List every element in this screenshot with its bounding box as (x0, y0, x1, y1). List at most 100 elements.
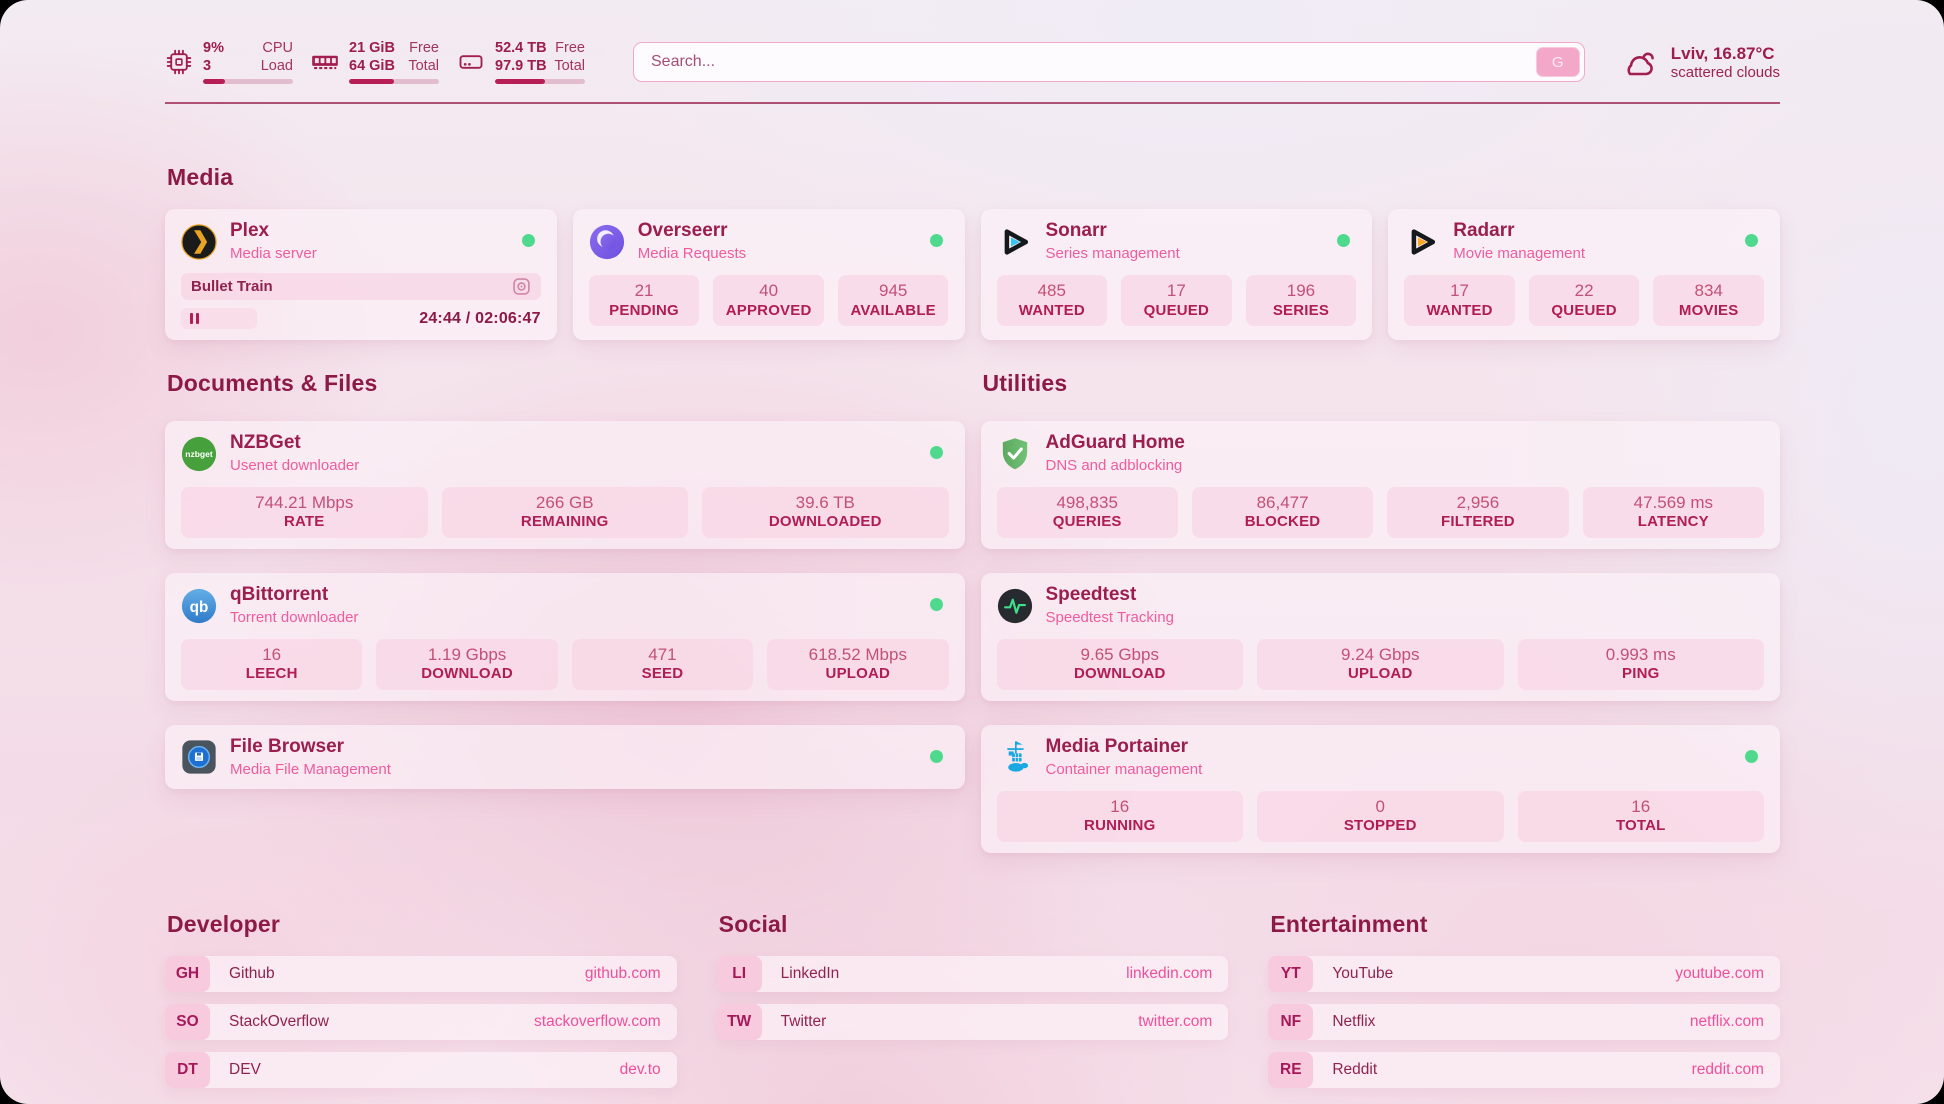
memory-widget: 21 GiB 64 GiB Free Total (311, 40, 439, 85)
app-subtitle: DNS and adblocking (1045, 457, 1183, 475)
disk-free-label: Free (555, 40, 585, 56)
search-input[interactable] (633, 42, 1585, 83)
filebrowser-icon (182, 740, 216, 775)
stat-label: RATE (283, 513, 325, 531)
bookmark-url: twitter.com (1138, 1012, 1213, 1030)
stat-latency: 47.569 ms LATENCY (1582, 487, 1764, 539)
bookmark-twitter[interactable]: TW Twitter twitter.com (716, 1003, 1229, 1040)
topbar-divider (165, 102, 1780, 105)
stat-download: 9.65 Gbps DOWNLOAD (996, 639, 1243, 691)
plex-card[interactable]: Plex Media server Bullet Train (165, 209, 557, 341)
topbar: 9% 3 CPU Load (165, 40, 1780, 85)
stat-running: 16 RUNNING (996, 790, 1243, 842)
bookmark-name: StackOverflow (229, 1012, 329, 1030)
disk-widget: 52.4 TB 97.9 TB Free Total (457, 40, 585, 85)
bookmark-stackoverflow[interactable]: SO StackOverflow stackoverflow.com (165, 1003, 677, 1040)
app-title: qBittorrent (230, 584, 329, 606)
nzbget-icon: nzbget (181, 436, 217, 471)
speedtest-icon (997, 588, 1032, 623)
radarr-card[interactable]: Radarr Movie management 17 WANTED 22 QUE… (1388, 209, 1780, 341)
stat-value: 266 GB (535, 493, 594, 513)
bookmark-name: DEV (229, 1060, 261, 1078)
plex-icon (181, 224, 217, 260)
qbittorrent-card[interactable]: qb qBittorrent Torrent downloader 16 LEE… (165, 573, 965, 702)
middle-sections: Documents & Files Utilities nzbget NZBGe… (165, 370, 1780, 853)
stat-value: 39.6 TB (795, 493, 855, 513)
stat-value: 9.65 Gbps (1080, 645, 1159, 665)
stat-label: QUEUED (1143, 301, 1210, 319)
search-bar: G (633, 42, 1585, 83)
bookmark-url: linkedin.com (1126, 964, 1213, 982)
radarr-icon (1411, 229, 1436, 255)
overseerr-card[interactable]: Overseerr Media Requests 21 PENDING 40 A… (572, 209, 965, 341)
stat-queries: 498,835 QUERIES (996, 487, 1178, 539)
utilities-heading: Utilities (982, 370, 1068, 397)
stat-label: DOWNLOADED (768, 513, 882, 531)
status-online-dot (929, 750, 943, 764)
stat-value: 945 (879, 281, 908, 301)
memory-total: 64 GiB (349, 57, 395, 74)
bookmark-url: stackoverflow.com (534, 1012, 661, 1030)
adguard-card[interactable]: AdGuard Home DNS and adblocking 498,835 … (980, 421, 1780, 550)
stat-wanted: 485 WANTED (996, 275, 1108, 327)
stat-label: DOWNLOAD (421, 665, 513, 683)
bookmark-name: Github (229, 964, 275, 982)
overseerr-icon (589, 224, 624, 259)
bookmark-name: Twitter (780, 1012, 827, 1030)
bookmark-reddit[interactable]: RE Reddit reddit.com (1268, 1051, 1780, 1088)
svg-text:qb: qb (190, 598, 209, 615)
now-playing-title: Bullet Train (191, 278, 273, 296)
stat-value: 40 (759, 281, 779, 301)
social-heading: Social (718, 910, 788, 937)
stat-label: SEED (641, 665, 684, 683)
stat-filtered: 2,956 FILTERED (1387, 487, 1569, 539)
stat-label: LATENCY (1637, 513, 1709, 531)
search-engine-button[interactable]: G (1535, 47, 1580, 78)
app-title: AdGuard Home (1045, 432, 1185, 454)
stat-approved: 40 APPROVED (713, 275, 824, 327)
speedtest-card[interactable]: Speedtest Speedtest Tracking 9.65 Gbps D… (980, 573, 1780, 702)
bookmark-youtube[interactable]: YT YouTube youtube.com (1268, 955, 1780, 992)
stat-total: 16 TOTAL (1517, 790, 1764, 842)
stat-value: 0.993 ms (1605, 645, 1676, 665)
pause-button[interactable] (181, 308, 257, 330)
stat-remaining: 266 GB REMAINING (441, 487, 688, 539)
status-online-dot (929, 598, 943, 612)
bookmark-github[interactable]: GH Github github.com (165, 955, 677, 992)
ram-icon (312, 55, 338, 70)
pause-icon (190, 313, 193, 325)
status-online-dot (1745, 750, 1758, 764)
app-title: Sonarr (1045, 220, 1107, 242)
bookmark-netflix[interactable]: NF Netflix netflix.com (1268, 1003, 1780, 1040)
playback-row: 24:44 / 02:06:47 (181, 308, 541, 330)
stat-pending: 21 PENDING (588, 275, 700, 327)
stat-value: 16 (1631, 796, 1651, 816)
stat-label: BLOCKED (1244, 513, 1321, 531)
stat-label: RUNNING (1084, 817, 1156, 835)
stat-label: WANTED (1018, 301, 1085, 319)
bookmark-abbr: YT (1268, 955, 1314, 992)
stat-label: REMAINING (520, 513, 609, 531)
stat-blocked: 86,477 BLOCKED (1191, 487, 1374, 539)
filebrowser-card[interactable]: File Browser Media File Management (165, 725, 965, 789)
bookmark-abbr: GH (165, 955, 210, 992)
bookmark-url: netflix.com (1689, 1012, 1764, 1030)
app-title: Speedtest (1045, 584, 1137, 606)
portainer-card[interactable]: Media Portainer Container management 16 … (980, 725, 1780, 853)
bookmark-abbr: NF (1268, 1003, 1314, 1040)
stat-label: STOPPED (1343, 817, 1417, 835)
portainer-icon (1006, 741, 1028, 773)
stat-wanted: 17 WANTED (1404, 275, 1515, 327)
bookmark-sections: Developer GH Github github.com SO StackO… (165, 911, 1780, 1104)
stat-value: 17 (1166, 281, 1186, 301)
svg-text:nzbget: nzbget (185, 449, 213, 459)
stat-label: FILTERED (1441, 513, 1515, 531)
nzbget-card[interactable]: nzbget NZBGet Usenet downloader 744.21 M… (165, 421, 965, 550)
stat-value: 16 (1110, 796, 1130, 816)
bookmark-dev[interactable]: DT DEV dev.to (165, 1051, 677, 1088)
bookmark-linkedin[interactable]: LI LinkedIn linkedin.com (716, 955, 1229, 992)
app-subtitle: Series management (1045, 245, 1180, 263)
playback-time: 24:44 / 02:06:47 (419, 309, 541, 327)
sonarr-card[interactable]: Sonarr Series management 485 WANTED 17 Q… (980, 209, 1373, 341)
